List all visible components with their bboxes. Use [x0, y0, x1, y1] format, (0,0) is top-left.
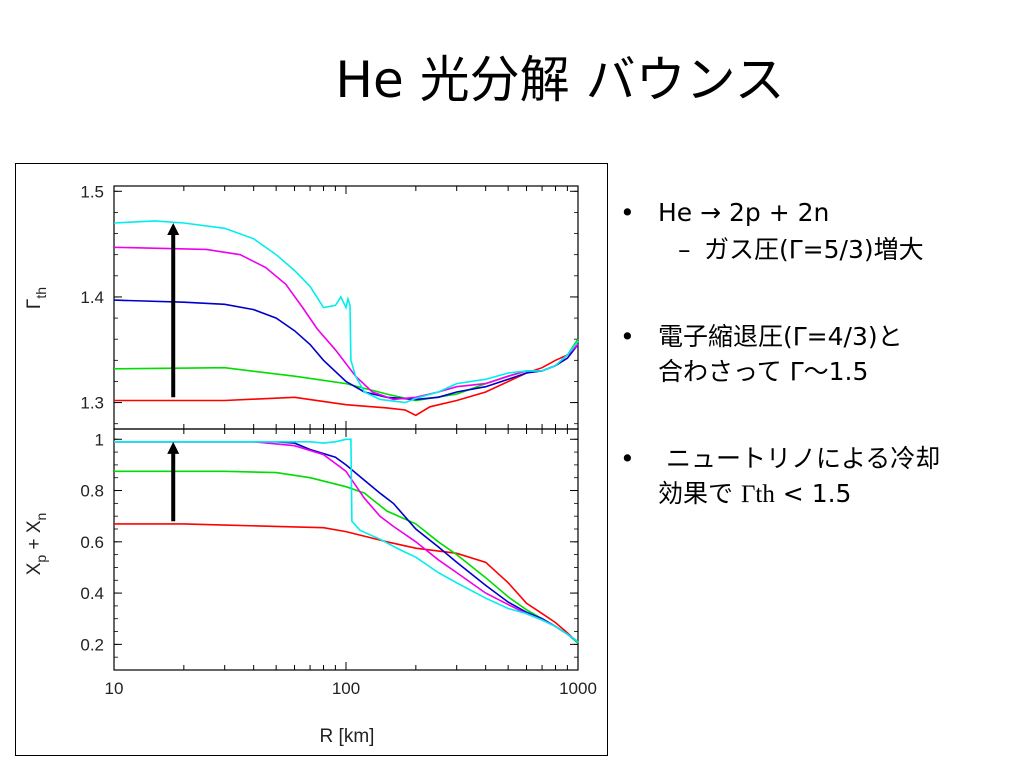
bullet-text-line1: ニュートリノによる冷却 [658, 444, 941, 473]
y-tick-label: 1 [95, 430, 104, 449]
y-tick-label: 0.2 [80, 635, 104, 654]
gamma-th-symbol: Γth [740, 481, 775, 508]
bottom-ylabel: Xp + Xn [24, 513, 49, 576]
y-tick-label: 1.4 [80, 288, 104, 307]
x-tick-label: 10 [105, 679, 124, 698]
bullet-dot: • [620, 444, 635, 473]
y-tick-label: 1.3 [80, 394, 104, 413]
bullet-text-line2-suffix: < 1.5 [774, 479, 852, 508]
y-tick-label: 0.6 [80, 533, 104, 552]
series-line-cyan [113, 220, 579, 404]
slide-title: He 光分解 バウンス [335, 51, 785, 109]
series-line-blue [114, 441, 579, 643]
x-tick-label: 1000 [559, 679, 597, 698]
bullet-item-2: • 電子縮退圧(Γ=4/3)と 合わさって Γ〜1.5 [620, 319, 1015, 389]
series-line-cyan [114, 438, 579, 643]
y-tick-label: 0.8 [80, 482, 104, 501]
series-line-blue [113, 299, 579, 401]
bullet-text: He → 2p + 2n [658, 198, 830, 227]
top-ylabel: Γth [24, 287, 49, 309]
series-line-green [113, 338, 579, 402]
series-line-magenta [113, 246, 579, 401]
bullet-text-line1: 電子縮退圧(Γ=4/3)と [658, 322, 903, 351]
bullet-subtext: ガス圧(Γ=5/3)増大 [704, 235, 924, 264]
series-line-red [114, 343, 579, 417]
x-tick-label: 100 [332, 679, 360, 698]
bullet-item-1: • He → 2p + 2n – ガス圧(Γ=5/3)増大 [620, 195, 1015, 267]
series-line-red [114, 523, 579, 644]
bullet-subitem: – ガス圧(Γ=5/3)増大 [658, 232, 1015, 267]
y-tick-label: 1.5 [80, 182, 104, 201]
chart-figure: 1.5 1.4 1.3 1 0.8 0.6 0.4 0.2 10 100 1000 Γth Xp … [15, 163, 608, 756]
increase-arrow-head [167, 441, 180, 454]
bullet-list: • He → 2p + 2n – ガス圧(Γ=5/3)増大 • 電子縮退圧(Γ=… [620, 195, 1015, 564]
increase-arrow-head [167, 222, 180, 235]
bottom-panel: 1 0.8 0.6 0.4 0.2 10 100 1000 [80, 428, 597, 698]
sub-dash: – [678, 235, 691, 264]
chart-svg: 1.5 1.4 1.3 1 0.8 0.6 0.4 0.2 10 100 1000 Γth Xp … [24, 182, 597, 747]
bullet-item-3: • ニュートリノによる冷却 効果で Γth < 1.5 [620, 441, 1015, 512]
bullet-dot: • [620, 198, 635, 227]
bullet-text-line2-prefix: 効果で [658, 479, 741, 508]
series-line-green [114, 470, 579, 644]
y-tick-label: 0.4 [80, 584, 104, 603]
top-panel: 1.5 1.4 1.3 [80, 182, 579, 430]
x-axis-label: R [km] [320, 726, 375, 747]
bullet-dot: • [620, 322, 635, 351]
bullet-text-line2: 合わさって Γ〜1.5 [658, 357, 869, 386]
